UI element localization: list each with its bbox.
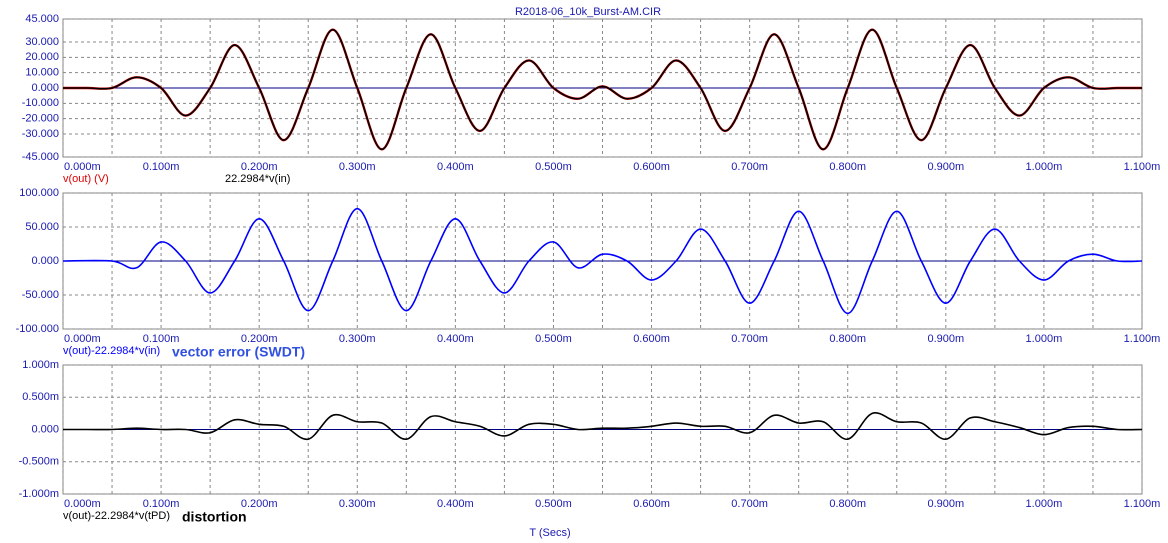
- y-tick-label: -100.000: [16, 323, 59, 335]
- x-tick-label: 0.700m: [731, 498, 768, 510]
- annotation: vector error (SWDT): [172, 344, 305, 360]
- x-tick-label: 0.000m: [64, 161, 101, 173]
- x-tick-label: 0.400m: [437, 161, 474, 173]
- x-tick-label: 0.700m: [731, 333, 768, 345]
- x-tick-label: 0.600m: [633, 161, 670, 173]
- annotation: distortion: [182, 509, 247, 525]
- x-tick-label: 0.300m: [339, 161, 376, 173]
- x-tick-label: 1.100m: [1124, 161, 1161, 173]
- x-tick-label: 0.400m: [437, 333, 474, 345]
- series-line: [62, 207, 1143, 315]
- y-tick-label: -0.500m: [19, 456, 59, 468]
- y-tick-label: 1.000m: [22, 359, 59, 371]
- x-tick-label: 0.900m: [927, 161, 964, 173]
- x-tick-label: 0.100m: [143, 333, 180, 345]
- x-axis-label: T (Secs): [529, 527, 570, 539]
- x-tick-label: 0.500m: [535, 333, 572, 345]
- x-tick-label: 0.700m: [731, 161, 768, 173]
- x-tick-label: 0.300m: [339, 498, 376, 510]
- x-tick-label: 0.600m: [633, 333, 670, 345]
- x-tick-label: 0.300m: [339, 333, 376, 345]
- x-tick-label: 0.500m: [535, 161, 572, 173]
- y-tick-label: 0.000: [31, 255, 59, 267]
- x-tick-label: 0.100m: [143, 161, 180, 173]
- chart-title: R2018-06_10k_Burst-AM.CIR: [515, 6, 661, 18]
- x-tick-label: 0.900m: [927, 333, 964, 345]
- x-tick-label: 1.100m: [1124, 498, 1161, 510]
- series-line: [62, 28, 1142, 151]
- x-tick-label: 1.000m: [1026, 333, 1063, 345]
- x-tick-label: 0.000m: [64, 498, 101, 510]
- x-tick-label: 0.500m: [535, 498, 572, 510]
- x-tick-label: 0.800m: [829, 333, 866, 345]
- y-tick-label: 0.500m: [22, 391, 59, 403]
- series-line: [63, 412, 1143, 441]
- y-tick-label: 30.000: [25, 36, 59, 48]
- x-tick-label: 0.000m: [64, 333, 101, 345]
- x-tick-label: 0.400m: [437, 498, 474, 510]
- legend-label: v(out)-22.2984*v(in): [63, 345, 160, 357]
- y-tick-label: -30.000: [22, 128, 59, 140]
- y-tick-label: -45.000: [22, 151, 59, 163]
- legend-label: v(out)-22.2984*v(tPD): [63, 510, 170, 522]
- y-tick-label: -1.000m: [19, 488, 59, 500]
- y-tick-label: -20.000: [22, 113, 59, 125]
- y-tick-label: -10.000: [22, 97, 59, 109]
- x-tick-label: 1.000m: [1026, 161, 1063, 173]
- x-tick-label: 0.200m: [241, 498, 278, 510]
- y-tick-label: 100.000: [19, 187, 59, 199]
- legend-label: 22.2984*v(in): [225, 173, 290, 185]
- y-tick-label: 10.000: [25, 67, 59, 79]
- x-tick-label: 0.900m: [927, 498, 964, 510]
- x-tick-label: 0.100m: [143, 498, 180, 510]
- y-tick-label: -50.000: [22, 289, 59, 301]
- x-tick-label: 0.200m: [241, 161, 278, 173]
- y-tick-label: 45.000: [25, 13, 59, 25]
- x-tick-label: 0.200m: [241, 333, 278, 345]
- x-tick-label: 1.000m: [1026, 498, 1063, 510]
- y-tick-label: 20.000: [25, 51, 59, 63]
- y-tick-label: 0.000: [31, 423, 59, 435]
- y-tick-label: 50.000: [25, 221, 59, 233]
- legend-label: v(out) (V): [63, 173, 109, 185]
- x-tick-label: 1.100m: [1124, 333, 1161, 345]
- x-tick-label: 0.800m: [829, 498, 866, 510]
- y-tick-label: 0.000: [31, 82, 59, 94]
- x-tick-label: 0.800m: [829, 161, 866, 173]
- x-tick-label: 0.600m: [633, 498, 670, 510]
